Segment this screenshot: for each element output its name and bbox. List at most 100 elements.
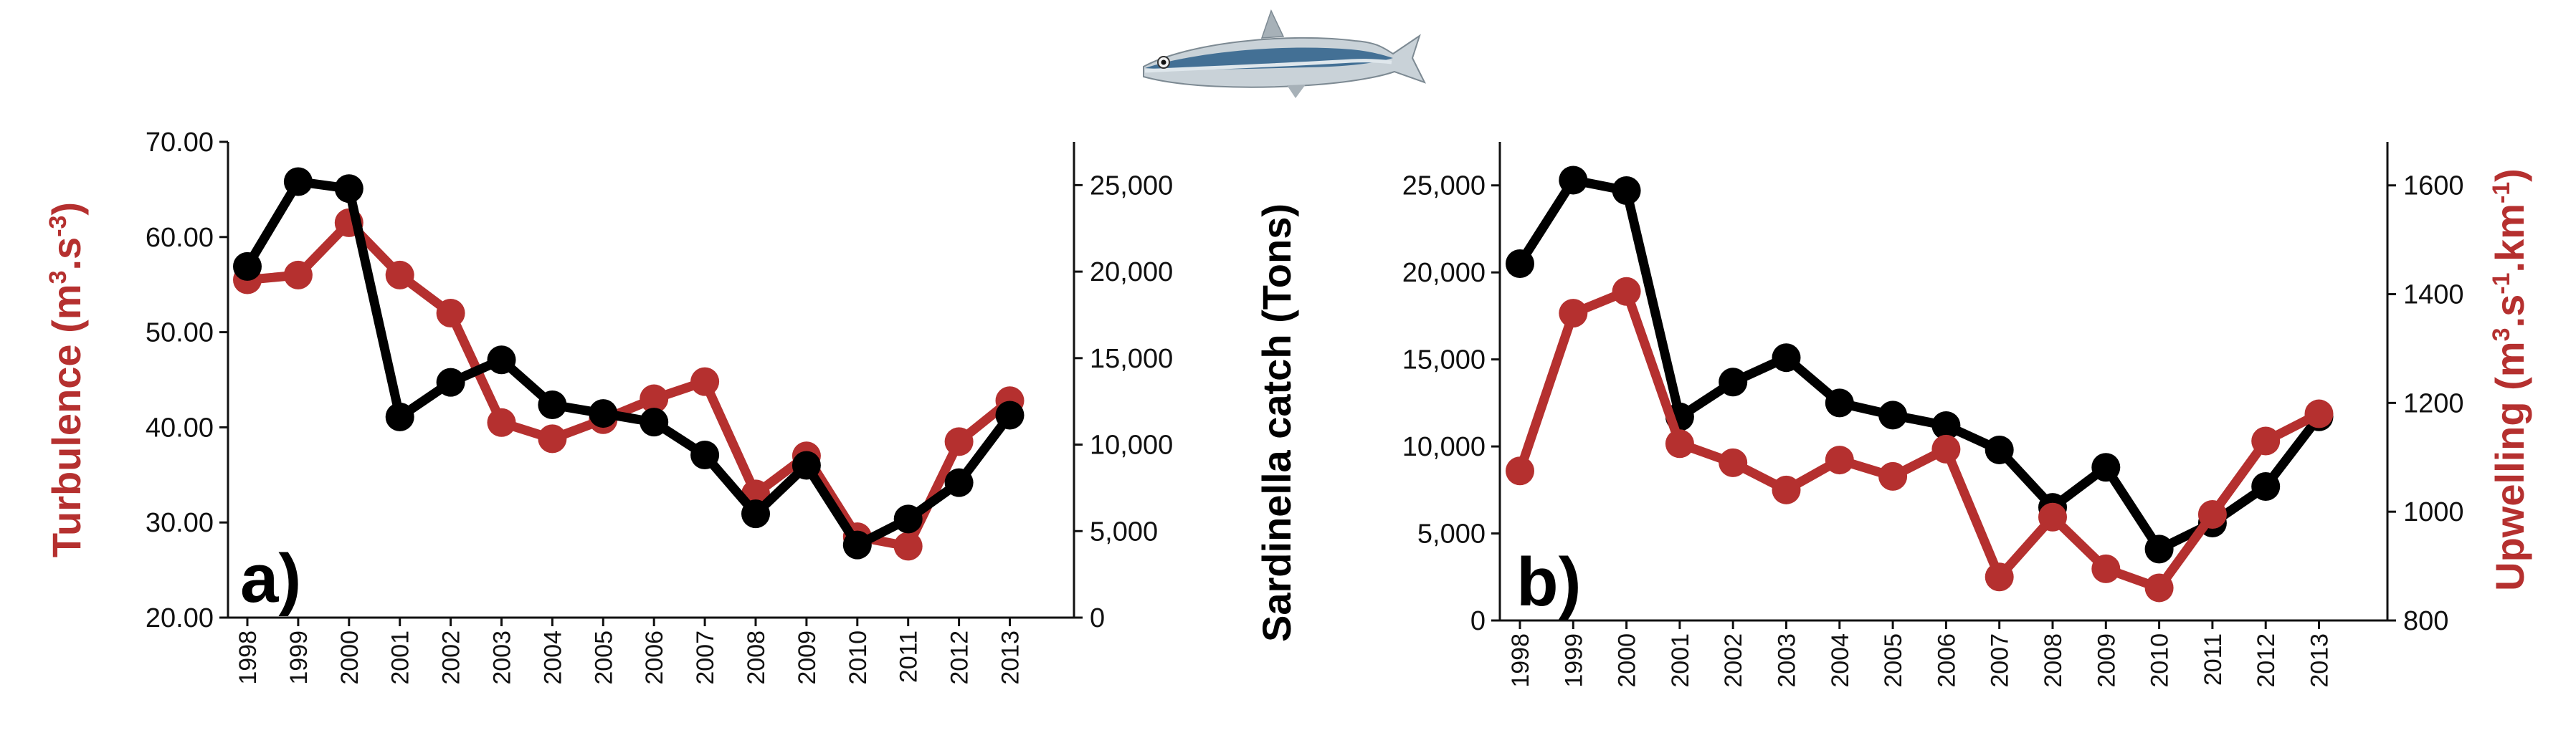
sardine-fish-icon xyxy=(1143,9,1427,98)
x-tick-label: 2005 xyxy=(1880,633,1907,688)
catch-data-point xyxy=(1506,249,1534,279)
catch-data-point xyxy=(1772,343,1801,373)
catch-data-point xyxy=(842,530,872,560)
x-tick-label: 2001 xyxy=(387,631,414,685)
x-tick-label: 2009 xyxy=(794,631,821,685)
x-tick-label: 2004 xyxy=(539,631,566,685)
catch-data-point xyxy=(792,451,821,480)
right-tick-label: 0 xyxy=(1090,603,1105,633)
chart-panel-b: 0 5,000 10,000 15,000 20,000 25,000 800 1000 12… xyxy=(1402,142,2532,688)
left-tick-label: 0 xyxy=(1470,606,1486,636)
right-tick-label: 1600 xyxy=(2403,171,2464,201)
catch-data-point xyxy=(334,174,363,203)
right-axis-title: Upwelling (m3.s-1.km-1) xyxy=(2487,168,2532,591)
x-tick-label: 2012 xyxy=(2253,633,2280,688)
left-tick-label: 30.00 xyxy=(146,508,214,538)
left-tick-label: 15,000 xyxy=(1402,345,1486,375)
catch-data-point xyxy=(741,499,770,529)
x-tick-label: 2006 xyxy=(1933,633,1960,688)
catch-data-point xyxy=(1719,368,1748,397)
catch-data-point xyxy=(233,251,262,281)
left-tick-label: 50.00 xyxy=(146,318,214,348)
environment-data-point xyxy=(690,367,720,396)
catch-data-point xyxy=(589,399,618,428)
environment-data-point xyxy=(385,260,414,289)
chart-panel-a: 20.00 30.00 40.00 50.00 60.00 70.00 0 5,000 10,… xyxy=(44,128,1299,685)
left-tick-label: 25,000 xyxy=(1402,171,1486,201)
left-tick-label: 20.00 xyxy=(146,603,214,633)
catch-data-point xyxy=(436,368,465,397)
x-axis-ticks: 1998 1999 2000 2001 2002 2003 2004 2005 2006 2007… xyxy=(1507,620,2334,688)
x-tick-label: 2011 xyxy=(895,631,923,683)
environment-data-point xyxy=(640,384,669,413)
x-tick-label: 2006 xyxy=(641,631,668,685)
x-tick-label: 1999 xyxy=(285,631,313,685)
left-tick-label: 70.00 xyxy=(146,128,214,158)
x-tick-label: 2005 xyxy=(590,631,617,685)
right-tick-label: 1200 xyxy=(2403,388,2464,418)
environment-data-point xyxy=(944,427,974,456)
catch-data-point xyxy=(2144,535,2174,564)
catch-data-point xyxy=(538,390,567,420)
right-tick-label: 25,000 xyxy=(1090,171,1173,201)
x-tick-label: 1999 xyxy=(1560,633,1587,688)
catch-data-point xyxy=(2091,453,2121,482)
environment-data-point xyxy=(2304,399,2334,428)
environment-data-point xyxy=(283,260,313,289)
right-tick-label: 10,000 xyxy=(1090,431,1173,461)
left-tick-label: 40.00 xyxy=(146,413,214,443)
catch-data-point xyxy=(1612,176,1641,206)
right-axis-ticks: 0 5,000 10,000 15,000 20,000 25,000 xyxy=(1074,171,1173,633)
environment-data-point xyxy=(2091,554,2121,583)
left-tick-label: 10,000 xyxy=(1402,432,1486,462)
right-tick-label: 1400 xyxy=(2403,280,2464,310)
catch-data-point xyxy=(893,504,923,534)
right-tick-label: 15,000 xyxy=(1090,344,1173,374)
x-tick-label: 2001 xyxy=(1667,633,1694,688)
catch-series-line xyxy=(242,177,1014,550)
x-tick-label: 2008 xyxy=(743,631,770,685)
environment-data-point xyxy=(2144,573,2174,603)
environment-data-point xyxy=(1612,277,1641,306)
left-axis-ticks: 20.00 30.00 40.00 50.00 60.00 70.00 xyxy=(146,128,228,633)
catch-series-line xyxy=(1515,175,2324,554)
catch-data-point xyxy=(690,441,720,470)
environment-series-line xyxy=(1515,287,2324,593)
x-tick-label: 2012 xyxy=(946,631,974,685)
left-axis-ticks: 0 5,000 10,000 15,000 20,000 25,000 xyxy=(1402,171,1500,636)
environment-data-point xyxy=(2251,426,2281,456)
x-tick-label: 1998 xyxy=(234,631,262,685)
series-group xyxy=(233,167,1025,561)
x-tick-label: 2009 xyxy=(2093,633,2120,688)
environment-data-point xyxy=(1506,456,1534,486)
x-tick-label: 2013 xyxy=(2306,633,2334,688)
x-tick-label: 2013 xyxy=(997,631,1025,685)
environment-series-line xyxy=(242,218,1014,551)
environment-data-point xyxy=(1931,434,1961,464)
right-tick-label: 800 xyxy=(2403,606,2448,636)
x-tick-label: 2004 xyxy=(1827,633,1854,688)
x-tick-label: 2003 xyxy=(1774,633,1801,688)
environment-data-point xyxy=(1985,562,2014,592)
x-tick-label: 2010 xyxy=(845,631,872,685)
x-tick-label: 2003 xyxy=(489,631,516,685)
left-tick-label: 60.00 xyxy=(146,223,214,253)
x-tick-label: 2000 xyxy=(336,631,363,685)
environment-data-point xyxy=(487,408,516,437)
environment-data-point xyxy=(436,299,465,328)
x-tick-label: 2007 xyxy=(1987,633,2014,688)
catch-data-point xyxy=(2251,471,2281,501)
catch-data-point xyxy=(1985,435,2014,464)
environment-data-point xyxy=(1719,448,1748,477)
left-axis-title: Turbulence (m3.s-3) xyxy=(44,202,89,557)
x-tick-label: 2010 xyxy=(2147,633,2174,688)
x-axis-ticks: 1998 1999 2000 2001 2002 2003 2004 2005 2006 2007… xyxy=(234,618,1025,685)
left-tick-label: 5,000 xyxy=(1417,519,1486,550)
catch-data-point xyxy=(1931,411,1961,440)
x-tick-label: 2002 xyxy=(438,631,465,685)
environment-data-point xyxy=(1772,475,1801,504)
environment-data-point xyxy=(1825,446,1854,475)
x-tick-label: 2007 xyxy=(692,631,719,685)
environment-data-point xyxy=(1878,461,1908,491)
